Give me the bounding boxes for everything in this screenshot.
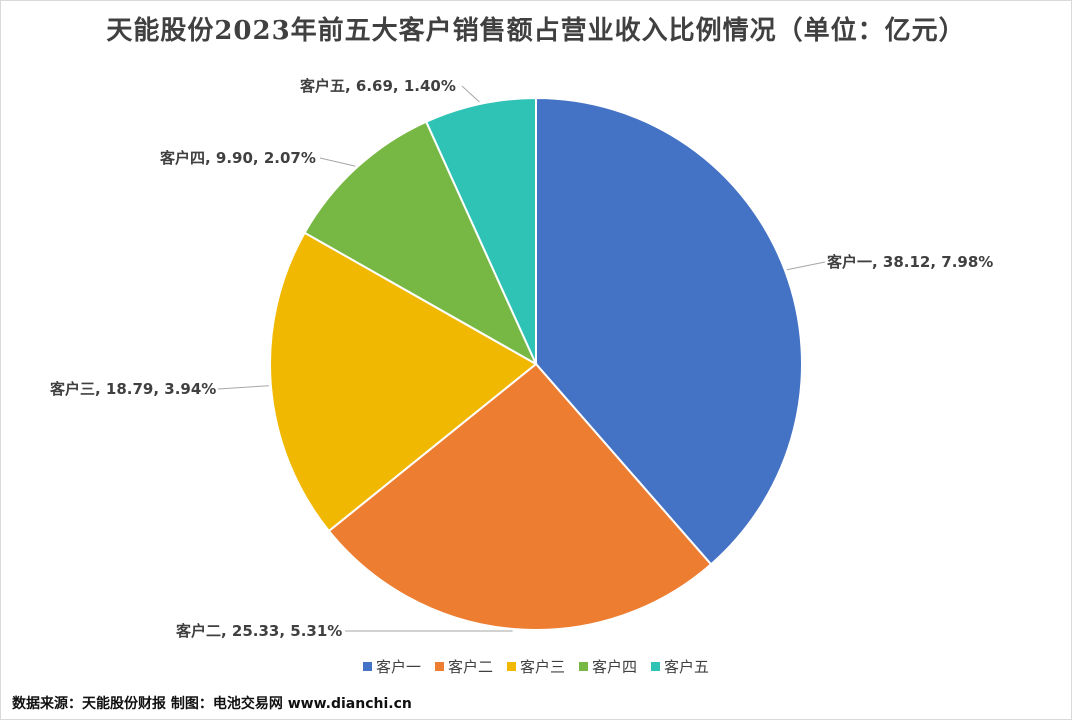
legend-label: 客户一 [375, 658, 421, 676]
data-label-customer-2: 客户二, 25.33, 5.31% [176, 622, 343, 640]
legend-label: 客户三 [519, 658, 565, 676]
pie-slice-1 [535, 96, 803, 566]
legend-item-customer-1: 客户一 [362, 656, 421, 677]
leader-line-1 [786, 261, 826, 271]
legend-label: 客户四 [592, 658, 638, 676]
legend-swatch-customer-3 [506, 662, 516, 671]
legend-label: 客户五 [664, 658, 710, 676]
source-note: 数据来源：天能股份财报 制图：电池交易网 www.dianchi.cn [12, 696, 412, 712]
legend-label: 客户二 [447, 658, 493, 676]
chart-legend: 客户一 客户二 客户三 客户四 客户五 [0, 656, 1072, 677]
chart-title: 天能股份2023年前五大客户销售额占营业收入比例情况（单位：亿元） [106, 16, 966, 46]
pie-slice-4 [303, 120, 539, 367]
legend-item-customer-3: 客户三 [506, 656, 565, 677]
data-label-customer-3: 客户三, 18.79, 3.94% [50, 380, 217, 398]
leader-line-5 [461, 85, 480, 103]
legend-swatch-customer-1 [362, 662, 372, 671]
data-label-customer-1: 客户一, 38.12, 7.98% [827, 253, 994, 271]
leader-line-4 [319, 157, 356, 167]
pie-slice-2 [327, 362, 713, 631]
data-label-customer-4: 客户四, 9.90, 2.07% [160, 149, 316, 167]
legend-item-customer-5: 客户五 [651, 656, 709, 677]
legend-swatch-customer-5 [651, 662, 661, 671]
pie-slice-3 [269, 231, 538, 533]
pie-slice-5 [424, 96, 537, 365]
legend-item-customer-4: 客户四 [579, 656, 637, 677]
legend-swatch-customer-2 [434, 662, 444, 671]
legend-item-customer-2: 客户二 [434, 656, 493, 677]
leader-line-3 [217, 385, 269, 390]
data-label-customer-5: 客户五, 6.69, 1.40% [300, 77, 456, 95]
legend-swatch-customer-4 [579, 662, 588, 671]
